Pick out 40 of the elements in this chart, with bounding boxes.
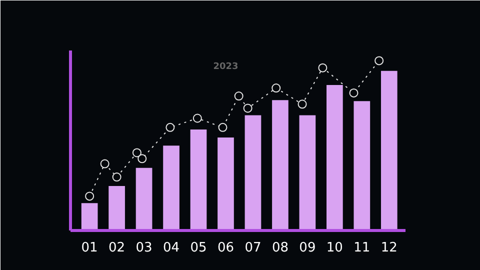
x-tick-label: 07 — [244, 240, 262, 256]
point — [349, 88, 358, 98]
point — [318, 63, 328, 72]
x-tick-label: 10 — [326, 240, 343, 256]
bar — [81, 203, 98, 230]
bar — [326, 84, 343, 230]
point — [243, 104, 252, 113]
point — [374, 56, 384, 66]
point — [298, 100, 307, 109]
point — [272, 84, 281, 93]
x-tick-label: 02 — [108, 240, 126, 256]
point — [100, 159, 110, 168]
bar — [380, 70, 398, 230]
x-tick-label: 06 — [217, 240, 234, 256]
bar — [163, 146, 180, 230]
x-tick-label: 03 — [136, 240, 152, 256]
x-tick-label: 12 — [380, 240, 398, 256]
x-tick-label: 11 — [354, 240, 370, 256]
bar — [136, 168, 152, 230]
x-tick-label: 09 — [299, 240, 316, 256]
bar — [190, 129, 207, 230]
bar — [108, 186, 125, 230]
point — [132, 148, 142, 158]
bar — [272, 100, 288, 230]
x-tick-label: 01 — [81, 240, 98, 256]
x-tick-label: 04 — [163, 240, 180, 256]
point — [112, 172, 122, 182]
point — [138, 154, 147, 164]
bar — [354, 101, 370, 230]
bar — [299, 115, 316, 230]
point — [166, 122, 175, 132]
point — [85, 192, 94, 201]
bar — [218, 137, 234, 230]
annotation: 2023 — [213, 62, 238, 72]
point — [192, 114, 202, 123]
bar — [244, 115, 262, 230]
point — [234, 92, 244, 100]
x-tick-label: 08 — [272, 240, 288, 256]
x-tick-label: 05 — [190, 240, 207, 256]
point — [218, 122, 228, 132]
